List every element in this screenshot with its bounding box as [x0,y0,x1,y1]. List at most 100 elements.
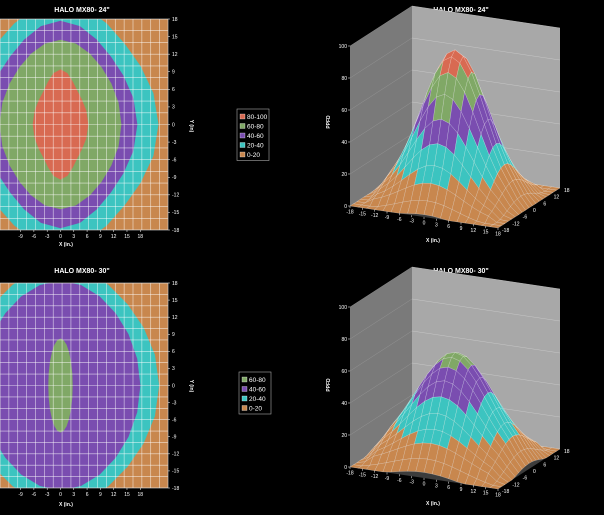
z-tick-label: 100 [339,44,348,50]
y-tick-label: -6 [172,417,177,423]
legend-24: 80-100 60-80 40-60 20-40 0-20 [236,108,270,161]
x-tick-label: 12 [111,492,117,498]
y-tick-label: -12 [172,452,179,458]
y-tick-label: 12 [172,52,178,58]
surface-cell [489,224,502,229]
x-tick-label: -9 [385,476,390,482]
z-gridline-side [349,69,413,111]
y-tick-label: -3 [172,140,177,146]
x-tick-label: 0 [423,221,426,227]
x-tick-label: -3 [409,480,414,486]
legend-swatch [239,142,246,148]
z-gridline-side [349,101,413,143]
x-tick-label: 9 [99,492,102,498]
z-tick-label: 20 [341,172,347,178]
x-tick-label: 18 [495,493,501,499]
z-gridline-side [349,394,413,436]
y-tick-label: -12 [172,193,179,199]
x-tick-label: -9 [18,234,23,240]
surface-24-title: HALO MX80- 24" [433,7,488,14]
x-tick-label: 6 [86,234,89,240]
z-tick-label: 40 [341,140,347,146]
x-tick-label: 12 [471,489,477,495]
legend-label: 0-20 [247,152,260,159]
y-tick-label: 18 [172,281,178,287]
x-tick-label: 9 [460,487,463,493]
x-tick-label: 6 [86,492,89,498]
legend-swatch [239,123,246,129]
y-tick-label: -18 [502,228,509,234]
y-tick-label: 6 [543,201,546,207]
x-tick-label: -6 [397,478,402,484]
x-tick-label: -6 [32,234,37,240]
legend-swatch [239,151,246,158]
contour-bands [0,283,168,488]
contour-chart-30: HALO MX80- 30" 18 15 12 9 6 3 0 -3 -6 -9 -12 -15 -18… [0,268,194,508]
legend-swatch [239,132,246,139]
z-gridline [411,37,561,61]
z-gridline-side [349,362,413,404]
x-tick-label: 15 [483,491,489,497]
z-tick-label: 0 [344,204,347,210]
x-tick-label: -18 [346,471,353,477]
surface-24-xlabel: X (in.) [426,238,440,244]
x-tick-label: -15 [359,211,366,217]
x-tick-label: 9 [460,226,463,232]
x-tick-label: -12 [371,213,378,219]
surface-30-ylabel: PPFD [326,378,332,392]
legend-label: 80-100 [247,114,268,121]
side-wall [350,6,412,206]
y-tick-label: 9 [172,70,175,76]
y-tick-label: -15 [172,469,179,475]
legend-swatch [241,405,248,411]
y-tick-label: 18 [172,17,178,23]
contour-30-ylabel: Y (in) [188,380,194,393]
x-tick-label: -18 [346,210,353,216]
x-tick-label: -15 [359,472,366,478]
surface-mesh [349,352,561,490]
y-tick-label: 0 [172,383,175,389]
x-tick-label: -9 [18,492,23,498]
x-tick-label: 6 [447,485,450,491]
y-tick-label: -6 [523,215,528,221]
z-tick-label: 100 [339,305,348,311]
y-tick-label: 0 [533,469,536,475]
x-tick-label: -6 [32,492,37,498]
x-tick-label: -6 [397,217,402,223]
x-tick-label: -12 [371,474,378,480]
y-tick-label: 0 [533,208,536,214]
surface-cell [489,485,502,490]
surface-30-xlabel: X (in.) [426,501,440,507]
legend-label: 60-80 [249,377,266,384]
x-tick-label: 15 [124,492,130,498]
z-tick-label: 60 [341,369,347,375]
y-tick-label: -15 [172,210,179,216]
x-tick-label: 0 [59,492,62,498]
y-tick-label: 12 [172,315,178,321]
y-tick-label: -9 [172,175,177,181]
x-tick-label: -3 [45,492,50,498]
z-gridline-side [349,37,413,79]
y-tick-label: 6 [543,462,546,468]
legend-swatch [239,113,246,120]
z-gridline-side [349,266,413,308]
x-tick-label: 12 [111,234,117,240]
y-tick-label: 6 [172,87,175,93]
y-tick-label: 12 [554,195,560,201]
x-tick-label: 18 [495,232,501,238]
legend-label: 40-60 [249,386,266,393]
contour-bands [0,19,168,230]
y-tick-label: -9 [172,435,177,441]
y-tick-label: 15 [172,34,178,40]
surface-30-title: HALO MX80- 30" [433,268,488,275]
y-tick-label: -6 [172,157,177,163]
z-tick-label: 0 [344,465,347,471]
z-gridline [411,298,561,322]
legend-label: 0-20 [249,405,262,412]
contour-30-title: HALO MX80- 30" [54,268,109,275]
side-wall [350,267,412,467]
x-tick-label: -3 [409,219,414,225]
x-tick-label: 9 [99,234,102,240]
